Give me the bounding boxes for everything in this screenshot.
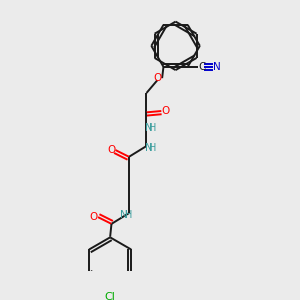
Text: Cl: Cl bbox=[105, 292, 116, 300]
Text: O: O bbox=[107, 145, 115, 155]
Text: H: H bbox=[149, 143, 157, 153]
Text: N: N bbox=[145, 143, 152, 153]
Text: N: N bbox=[145, 123, 152, 133]
Text: H: H bbox=[149, 123, 156, 133]
Text: C: C bbox=[198, 62, 206, 72]
Text: O: O bbox=[161, 106, 170, 116]
Text: N: N bbox=[213, 62, 220, 72]
Text: H: H bbox=[125, 210, 133, 220]
Text: O: O bbox=[90, 212, 98, 222]
Text: O: O bbox=[153, 73, 161, 83]
Text: N: N bbox=[120, 210, 128, 220]
